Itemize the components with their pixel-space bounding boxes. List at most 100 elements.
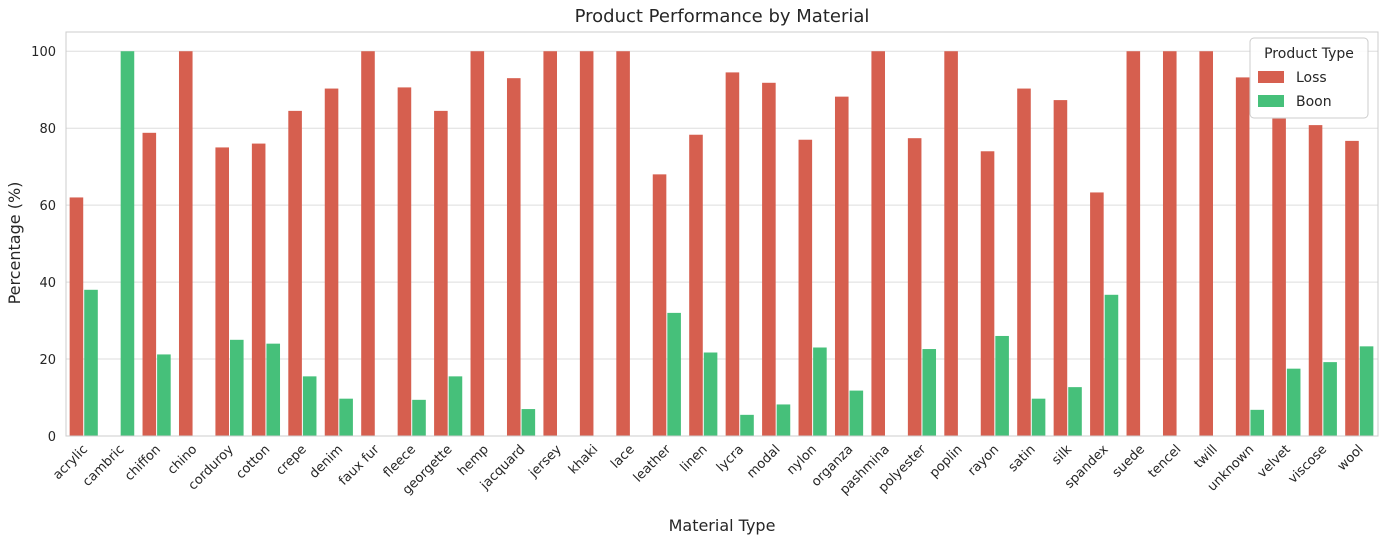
bar-boon-unknown bbox=[1250, 409, 1265, 436]
y-tick-label: 60 bbox=[39, 199, 56, 214]
y-axis-ticks: 0 20 40 60 80 100 bbox=[31, 45, 56, 445]
bar-boon-spandex bbox=[1104, 294, 1119, 436]
bar-loss-polyester bbox=[907, 138, 922, 437]
bar-loss-suede bbox=[1126, 51, 1141, 436]
bar-loss-velvet bbox=[1272, 118, 1286, 437]
plot-frame bbox=[65, 31, 1379, 437]
bar-loss-rayon bbox=[980, 151, 995, 436]
bar-loss-nylon bbox=[798, 139, 813, 436]
bar-boon-denim bbox=[339, 398, 353, 436]
bar-loss-poplin bbox=[944, 51, 958, 436]
legend-label-boon: Boon bbox=[1296, 94, 1332, 110]
legend-title: Product Type bbox=[1264, 46, 1354, 62]
bar-loss-linen bbox=[689, 134, 703, 436]
bar-loss-hemp bbox=[470, 51, 485, 436]
bar-loss-jersey bbox=[543, 51, 557, 436]
bar-boon-polyester bbox=[922, 349, 937, 436]
bar-loss-chino bbox=[178, 51, 193, 436]
bar-boon-silk bbox=[1068, 387, 1082, 436]
y-axis-label: Percentage (%) bbox=[5, 182, 24, 305]
bar-loss-modal bbox=[762, 82, 776, 436]
bar-loss-spandex bbox=[1090, 192, 1104, 436]
y-tick-label: 20 bbox=[39, 353, 56, 368]
x-tick-label: viscose bbox=[1286, 442, 1331, 487]
chart-title: Product Performance by Material bbox=[575, 6, 870, 27]
bar-loss-twill bbox=[1199, 51, 1213, 436]
bar-loss-georgette bbox=[434, 110, 448, 436]
x-tick-label: rayon bbox=[965, 442, 1002, 479]
bar-loss-leather bbox=[652, 174, 667, 436]
bar-loss-satin bbox=[1017, 88, 1031, 436]
x-tick-label: leather bbox=[631, 442, 675, 486]
y-tick-label: 40 bbox=[39, 276, 56, 291]
y-tick-label: 100 bbox=[31, 45, 56, 60]
legend-swatch-loss bbox=[1258, 71, 1284, 83]
bar-boon-leather bbox=[667, 312, 681, 436]
bar-loss-crepe bbox=[288, 110, 302, 436]
x-tick-label: wool bbox=[1335, 442, 1367, 474]
bar-loss-cotton bbox=[251, 143, 266, 437]
bar-loss-unknown bbox=[1235, 77, 1250, 436]
x-tick-label: satin bbox=[1006, 442, 1039, 475]
bar-boon-cambric bbox=[120, 51, 135, 436]
bar-boon-jacquard bbox=[521, 409, 536, 436]
bar-loss-khaki bbox=[579, 51, 594, 436]
x-tick-label: tencel bbox=[1145, 442, 1184, 481]
bar-boon-wool bbox=[1359, 346, 1374, 436]
bar-boon-velvet bbox=[1286, 368, 1301, 436]
bars bbox=[69, 51, 1374, 437]
bar-loss-tencel bbox=[1162, 51, 1177, 436]
bar-loss-lycra bbox=[725, 72, 740, 437]
bar-boon-satin bbox=[1031, 398, 1046, 436]
bar-loss-pashmina bbox=[871, 51, 885, 436]
x-tick-label: lycra bbox=[714, 442, 747, 475]
bar-loss-corduroy bbox=[215, 147, 229, 436]
bar-boon-modal bbox=[776, 404, 791, 436]
y-tick-label: 80 bbox=[39, 122, 56, 137]
bar-boon-georgette bbox=[448, 376, 463, 436]
bar-loss-faux-fur bbox=[361, 51, 375, 436]
bar-loss-silk bbox=[1053, 100, 1068, 437]
bar-loss-fleece bbox=[397, 87, 412, 437]
bar-loss-lace bbox=[616, 51, 630, 436]
bar-boon-lycra bbox=[740, 414, 754, 436]
legend: Product Type Loss Boon bbox=[1249, 37, 1369, 119]
bar-loss-viscose bbox=[1308, 125, 1323, 437]
legend-label-loss: Loss bbox=[1296, 70, 1327, 86]
x-tick-label: cotton bbox=[233, 442, 273, 482]
bar-boon-linen bbox=[703, 352, 718, 436]
legend-swatch-boon bbox=[1258, 95, 1284, 107]
x-tick-label: crepe bbox=[273, 442, 309, 478]
x-tick-label: modal bbox=[744, 442, 783, 481]
bar-boon-corduroy bbox=[230, 339, 244, 436]
x-tick-label: linen bbox=[678, 442, 711, 475]
bar-loss-denim bbox=[324, 88, 339, 436]
x-tick-label: suede bbox=[1110, 442, 1148, 480]
bar-boon-rayon bbox=[995, 335, 1009, 436]
bar-boon-fleece bbox=[412, 399, 426, 436]
bar-boon-cotton bbox=[266, 343, 281, 436]
bar-boon-chiffon bbox=[157, 354, 171, 436]
x-axis-label: Material Type bbox=[669, 516, 776, 535]
bar-boon-nylon bbox=[813, 347, 827, 436]
bar-boon-organza bbox=[849, 390, 864, 436]
x-tick-label: chiffon bbox=[122, 442, 164, 484]
x-tick-label: faux fur bbox=[336, 442, 383, 489]
x-tick-label: lace bbox=[608, 442, 638, 472]
bar-boon-crepe bbox=[302, 376, 317, 436]
bar-loss-wool bbox=[1345, 140, 1359, 436]
x-tick-label: jersey bbox=[526, 442, 565, 481]
bar-boon-viscose bbox=[1323, 362, 1337, 436]
x-tick-label: poplin bbox=[927, 442, 966, 481]
bar-loss-acrylic bbox=[69, 197, 84, 436]
bar-boon-acrylic bbox=[84, 289, 98, 436]
bar-loss-jacquard bbox=[506, 78, 521, 437]
bar-loss-chiffon bbox=[142, 132, 157, 436]
x-tick-label: twill bbox=[1191, 442, 1220, 471]
x-tick-label: silk bbox=[1049, 442, 1075, 468]
x-tick-label: khaki bbox=[566, 442, 601, 477]
bar-loss-organza bbox=[834, 96, 849, 436]
